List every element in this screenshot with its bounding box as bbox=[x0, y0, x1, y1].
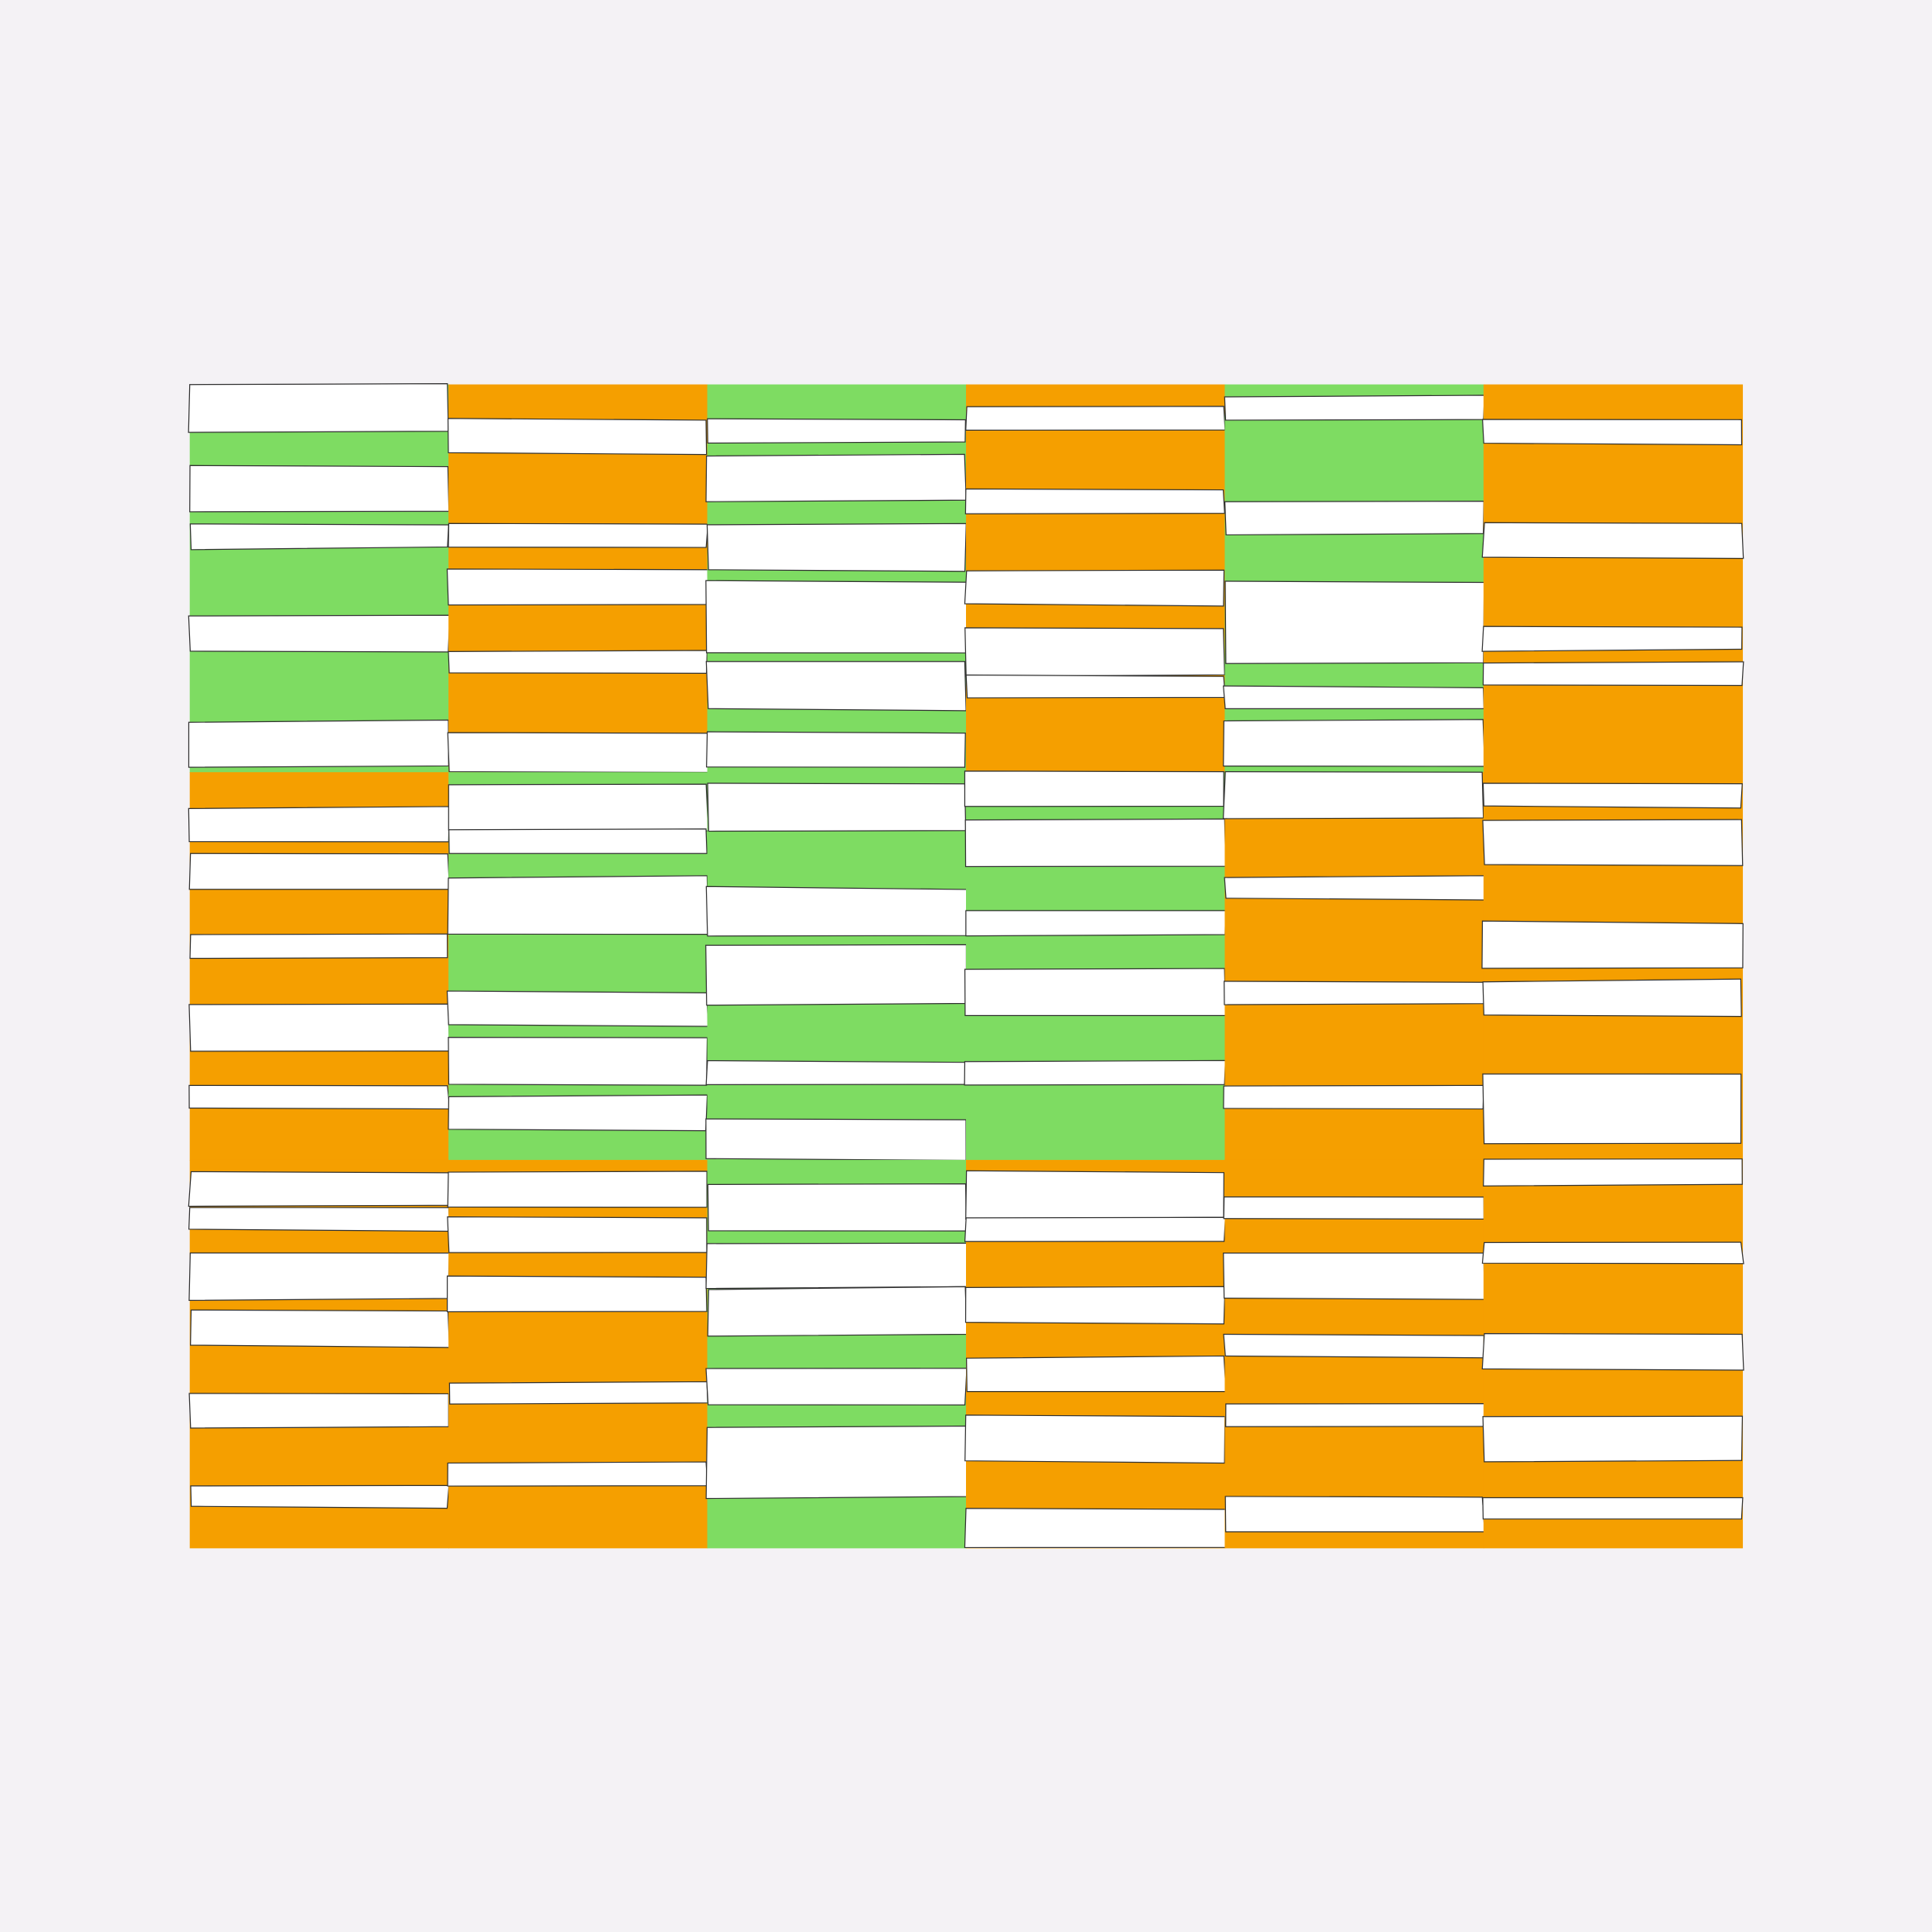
white-bar bbox=[707, 418, 967, 444]
white-bar bbox=[447, 1275, 708, 1313]
white-bar bbox=[190, 1309, 451, 1348]
white-bar bbox=[1482, 819, 1744, 866]
white-bar bbox=[1481, 625, 1743, 652]
white-bar bbox=[964, 818, 1227, 868]
white-bar bbox=[188, 806, 450, 843]
white-bar bbox=[965, 674, 1226, 699]
white-bar bbox=[1224, 394, 1485, 421]
white-bar bbox=[1482, 1496, 1744, 1520]
white-bar bbox=[964, 488, 1225, 514]
white-bar bbox=[446, 990, 709, 1027]
white-bar bbox=[705, 1118, 967, 1162]
white-bar bbox=[188, 383, 449, 433]
white-bar bbox=[965, 406, 1226, 431]
white-bar bbox=[188, 614, 451, 653]
white-bar bbox=[1224, 980, 1486, 1005]
white-bar bbox=[964, 1508, 1227, 1549]
white-bar bbox=[188, 852, 451, 890]
white-bar bbox=[1223, 1196, 1485, 1220]
white-bar bbox=[1482, 782, 1743, 809]
white-bar bbox=[705, 1368, 968, 1406]
white-bar bbox=[1481, 1241, 1744, 1265]
white-bar bbox=[189, 523, 449, 551]
white-bar bbox=[1481, 1332, 1744, 1371]
white-bar bbox=[1224, 1496, 1486, 1533]
white-bar bbox=[448, 650, 708, 674]
white-bar bbox=[448, 1037, 708, 1086]
white-bar bbox=[189, 464, 450, 513]
white-bar bbox=[1222, 771, 1484, 819]
white-bar bbox=[188, 1084, 451, 1110]
white-bar bbox=[705, 1425, 968, 1500]
white-bar bbox=[964, 569, 1225, 607]
white-bar bbox=[964, 1216, 1226, 1242]
white-bar bbox=[965, 1355, 1227, 1393]
white-bar bbox=[1482, 978, 1742, 1018]
tile-green bbox=[1224, 384, 1484, 773]
white-bar bbox=[447, 1216, 708, 1253]
white-bar bbox=[1224, 875, 1486, 901]
white-bar bbox=[1223, 719, 1486, 767]
white-bar bbox=[448, 1094, 708, 1132]
white-bar bbox=[1223, 685, 1485, 710]
white-bar bbox=[965, 1170, 1224, 1220]
white-bar bbox=[964, 1414, 1226, 1464]
white-bar bbox=[705, 453, 967, 502]
white-bar bbox=[964, 770, 1224, 807]
white-bar bbox=[1223, 1253, 1485, 1300]
tile-green bbox=[189, 384, 449, 773]
white-bar bbox=[1481, 920, 1744, 969]
white-bar bbox=[1223, 1084, 1484, 1110]
white-bar bbox=[447, 418, 708, 456]
white-bar bbox=[707, 1183, 967, 1232]
white-bar bbox=[705, 661, 967, 712]
white-bar bbox=[706, 731, 966, 768]
white-bar bbox=[1224, 501, 1484, 536]
white-bar bbox=[1482, 1073, 1742, 1145]
white-bar bbox=[447, 1170, 708, 1208]
white-bar bbox=[188, 1252, 450, 1302]
white-bar bbox=[964, 627, 1225, 677]
white-bar bbox=[188, 1207, 451, 1232]
white-bar bbox=[965, 910, 1227, 937]
white-bar bbox=[1225, 1403, 1485, 1427]
white-bar bbox=[188, 1393, 449, 1429]
white-bar bbox=[447, 732, 709, 774]
white-bar bbox=[964, 968, 1227, 1017]
white-bar bbox=[189, 933, 448, 960]
white-bar bbox=[188, 1003, 451, 1052]
white-bar bbox=[448, 828, 708, 854]
white-bar bbox=[1224, 580, 1485, 664]
white-bar bbox=[705, 886, 968, 937]
white-bar bbox=[446, 568, 709, 606]
white-bar bbox=[448, 522, 709, 548]
white-bar bbox=[707, 1286, 968, 1337]
white-bar bbox=[188, 1170, 451, 1208]
white-bar bbox=[705, 943, 968, 1006]
white-bar bbox=[1223, 1333, 1485, 1359]
white-bar bbox=[448, 1381, 708, 1405]
tile-orange bbox=[1483, 384, 1744, 773]
white-bar bbox=[705, 1059, 968, 1086]
white-bar bbox=[706, 522, 967, 572]
white-bar bbox=[707, 782, 967, 832]
white-bar bbox=[705, 1242, 968, 1290]
white-bar bbox=[1482, 1415, 1744, 1463]
white-bar bbox=[705, 580, 968, 654]
white-bar bbox=[1481, 419, 1743, 446]
white-bar bbox=[964, 1286, 1226, 1325]
white-bar bbox=[447, 1461, 708, 1487]
white-bar bbox=[188, 719, 449, 768]
white-bar bbox=[190, 1484, 450, 1509]
white-bar bbox=[448, 783, 709, 832]
white-bar bbox=[447, 875, 709, 935]
tile-grid bbox=[188, 383, 1744, 1549]
white-bar bbox=[964, 1059, 1226, 1086]
white-bar bbox=[1482, 661, 1744, 687]
white-bar bbox=[1483, 1158, 1743, 1187]
white-bar bbox=[1481, 522, 1744, 559]
